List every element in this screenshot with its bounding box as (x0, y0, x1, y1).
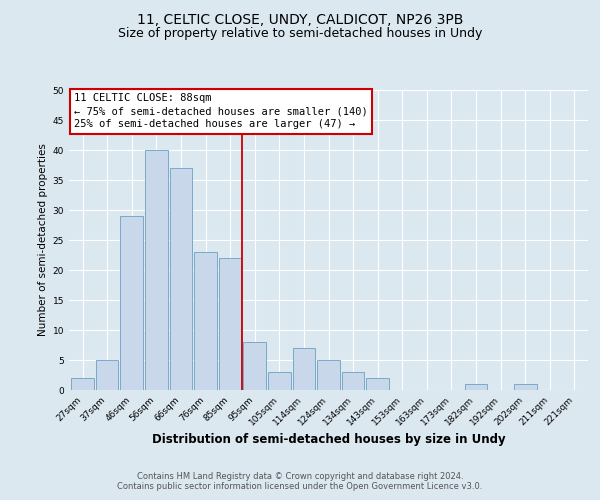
Bar (96, 360, 118, 390)
Bar (145, 150, 167, 390)
Bar (293, 348, 315, 390)
Bar (244, 342, 266, 390)
Bar (71, 378, 94, 390)
Bar (194, 252, 217, 390)
Bar (342, 372, 364, 390)
Text: 11, CELTIC CLOSE, UNDY, CALDICOT, NP26 3PB: 11, CELTIC CLOSE, UNDY, CALDICOT, NP26 3… (137, 12, 463, 26)
Bar (514, 384, 536, 390)
Bar (268, 372, 290, 390)
Bar (219, 258, 241, 390)
Bar (170, 168, 192, 390)
X-axis label: Distribution of semi-detached houses by size in Undy: Distribution of semi-detached houses by … (152, 432, 505, 446)
Bar (367, 378, 389, 390)
Text: Contains HM Land Registry data © Crown copyright and database right 2024.: Contains HM Land Registry data © Crown c… (137, 472, 463, 481)
Bar (465, 384, 487, 390)
Y-axis label: Number of semi-detached properties: Number of semi-detached properties (38, 144, 49, 336)
Text: 11 CELTIC CLOSE: 88sqm
← 75% of semi-detached houses are smaller (140)
25% of se: 11 CELTIC CLOSE: 88sqm ← 75% of semi-det… (74, 93, 368, 130)
Text: Size of property relative to semi-detached houses in Undy: Size of property relative to semi-detach… (118, 28, 482, 40)
Bar (121, 216, 143, 390)
Text: Contains public sector information licensed under the Open Government Licence v3: Contains public sector information licen… (118, 482, 482, 491)
Bar (317, 360, 340, 390)
